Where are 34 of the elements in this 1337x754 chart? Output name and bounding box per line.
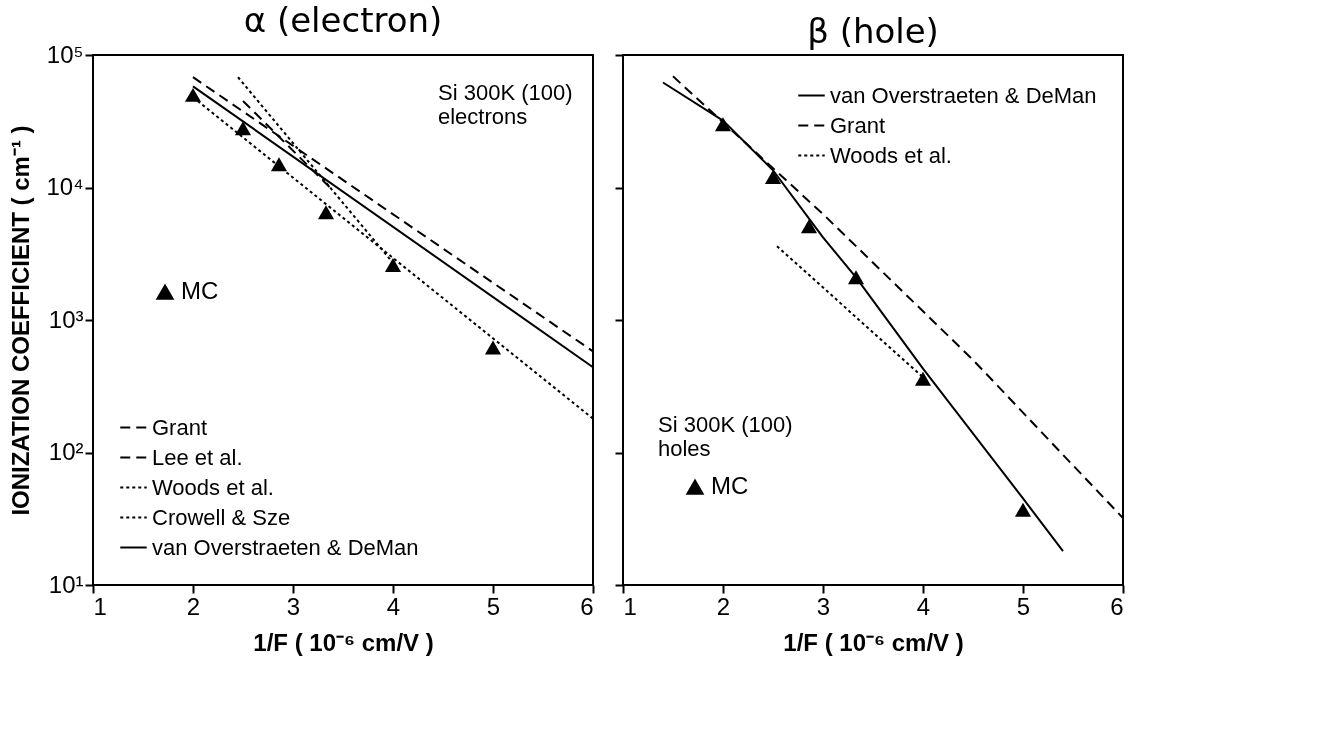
x-tick-label: 2	[716, 592, 731, 620]
x-axis-title: 1/F ( 10⁻⁶ cm/V )	[253, 628, 434, 656]
y-tick-label: 10³	[48, 305, 84, 333]
x-tick-label: 6	[1110, 592, 1124, 620]
legend-label: Lee et al.	[152, 444, 243, 470]
y-tick-label: 10⁴	[46, 173, 84, 200]
annotation: Si 300K (100) electrons	[438, 80, 573, 129]
legend-label: MC	[181, 277, 219, 304]
y-tick-label: 10⁵	[46, 40, 84, 68]
x-tick-label: 2	[186, 592, 201, 620]
x-tick-label: 1	[623, 592, 637, 620]
legend-label: Woods et al.	[830, 142, 952, 168]
y-tick-label: 10²	[48, 438, 84, 465]
legend-label: Crowell & Sze	[152, 504, 291, 530]
chart-title: α (electron)	[243, 0, 443, 40]
legend-label: van Overstraeten & DeMan	[830, 82, 1097, 108]
x-tick-label: 5	[1016, 592, 1031, 620]
x-tick-label: 3	[286, 592, 301, 620]
legend-label: van Overstraeten & DeMan	[152, 534, 419, 560]
x-axis-title: 1/F ( 10⁻⁶ cm/V )	[783, 628, 964, 656]
x-tick-label: 4	[386, 592, 401, 620]
legend-label: MC	[711, 472, 749, 499]
x-tick-label: 4	[916, 592, 931, 620]
legend-label: Woods et al.	[152, 474, 274, 500]
x-tick-label: 3	[816, 592, 831, 620]
x-tick-label: 5	[486, 592, 501, 620]
x-tick-label: 1	[93, 592, 107, 620]
y-axis-title: IONIZATION COEFFICIENT ( cm⁻¹ )	[7, 125, 35, 516]
legend-label: Grant	[830, 112, 886, 138]
chart-title: β (hole)	[807, 11, 939, 51]
annotation: Si 300K (100) holes	[658, 412, 793, 461]
y-tick-label: 10¹	[48, 570, 84, 598]
legend-label: Grant	[152, 414, 208, 440]
x-tick-label: 6	[580, 592, 594, 620]
